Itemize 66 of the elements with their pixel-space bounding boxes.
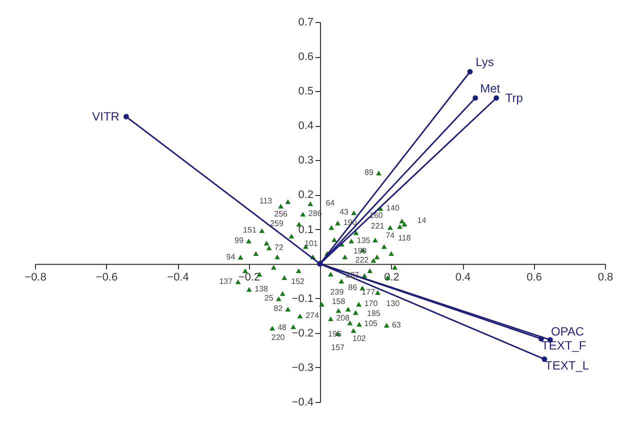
y-tick-label: −0.1 (292, 292, 314, 305)
series-label: TEXT_L (545, 358, 590, 373)
annotation: 177 (362, 288, 376, 297)
annotation: 74 (386, 231, 396, 240)
series-label: VITR (92, 110, 120, 124)
annotation: 208 (336, 314, 350, 323)
annotation: 118 (398, 234, 412, 243)
annotation: 135 (356, 236, 371, 246)
annotation: 256 (274, 210, 288, 219)
annotation: 259 (270, 219, 284, 228)
series-label: TEXT_F (541, 338, 586, 352)
y-tick-label: 0.3 (298, 154, 314, 167)
annotation: 101 (304, 239, 318, 248)
annotation: 151 (243, 226, 257, 235)
annotation: 157 (331, 343, 346, 352)
annotation: 113 (259, 196, 273, 206)
y-tick-label: 0.2 (298, 189, 314, 202)
x-tick-label: −0.8 (24, 271, 46, 284)
annotation: 138 (254, 284, 269, 294)
y-tick-label: 0.1 (298, 224, 314, 236)
series-label: Trp (505, 91, 524, 105)
y-tick-label: 0.6 (298, 51, 314, 64)
x-tick-label: −0.4 (167, 271, 189, 284)
annotation: 274 (306, 310, 320, 320)
annotation: 102 (352, 334, 366, 343)
annotation: 239 (330, 288, 344, 297)
series-label: Lys (476, 55, 494, 70)
annotation: 152 (291, 277, 306, 286)
annotation: 130 (386, 298, 400, 308)
series-label: OPAC (550, 324, 584, 338)
annotation: 170 (364, 299, 378, 308)
annotation: 14 (417, 216, 427, 225)
annotation: 105 (364, 319, 378, 328)
x-tick-label: 0.8 (598, 271, 614, 284)
annotation: 43 (340, 208, 350, 217)
annotation: 185 (367, 308, 381, 318)
annotation: 48 (278, 323, 288, 332)
annotation: 140 (386, 204, 400, 213)
y-tick-label: 0.7 (298, 16, 314, 28)
x-tick-label: −0.6 (96, 271, 118, 284)
annotation: 158 (332, 296, 346, 306)
annotation: 221 (370, 222, 385, 231)
annotation: 64 (326, 198, 336, 208)
annotation: 227 (346, 270, 360, 280)
annotation: 25 (264, 294, 274, 303)
annotation: 160 (370, 211, 384, 220)
annotation: 82 (274, 304, 284, 314)
annotation: 94 (226, 252, 236, 262)
y-tick-label: 0.5 (298, 86, 314, 98)
annotation: 99 (234, 236, 244, 246)
annotation: 220 (271, 333, 286, 342)
series-label: Met (480, 82, 501, 96)
x-tick-label: 0.6 (526, 271, 542, 284)
annotation: 72 (274, 242, 284, 252)
x-tick-label: 0.4 (455, 271, 471, 284)
annotation: 86 (348, 283, 358, 292)
annotation: 198 (353, 246, 368, 256)
annotation: 195 (328, 329, 342, 338)
y-tick-label: −0.2 (292, 327, 314, 340)
y-tick-label: 0.4 (298, 120, 314, 132)
annotation: 63 (392, 320, 402, 330)
annotation: 222 (355, 256, 370, 265)
y-tick-label: −0.4 (292, 396, 314, 408)
y-tick-label: −0.3 (292, 362, 314, 374)
annotation: 137 (219, 276, 234, 286)
annotation: 89 (364, 168, 374, 177)
